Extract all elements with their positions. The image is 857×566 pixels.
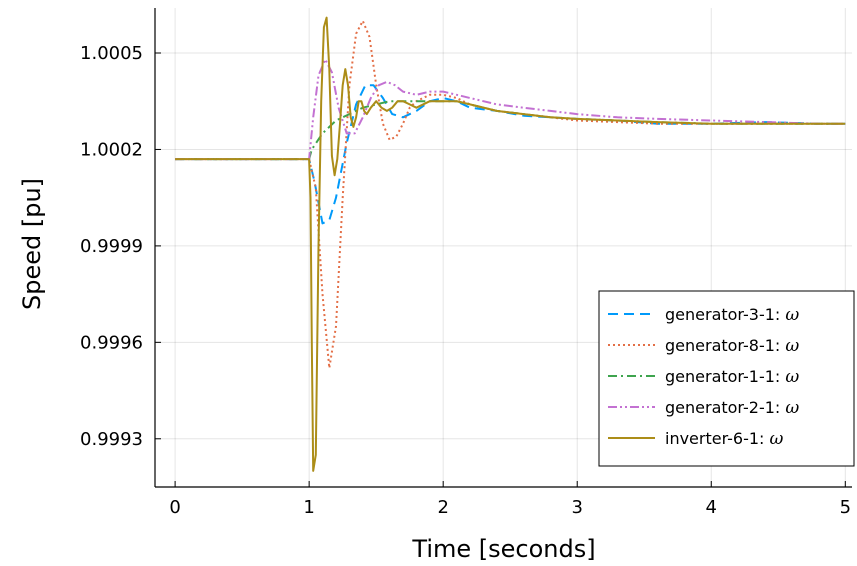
legend-omega-symbol: ω (770, 429, 784, 449)
legend-label-1: generator-3-1: ω (665, 305, 799, 325)
legend: generator-3-1: ω generator-8-1: ω generato… (598, 290, 855, 467)
legend-label-3: generator-1-1: ω (665, 367, 799, 387)
x-tick-label: 0 (169, 497, 180, 518)
legend-omega-symbol: ω (785, 398, 799, 418)
x-axis-title: Time [seconds] (411, 535, 595, 563)
x-tick-label: 5 (840, 497, 851, 518)
y-tick-label: 1.0002 (80, 139, 143, 160)
legend-label-4: generator-2-1: ω (665, 398, 799, 418)
legend-omega-symbol: ω (785, 305, 799, 325)
x-tick-label: 4 (706, 497, 717, 518)
y-axis-title: Speed [pu] (18, 178, 46, 310)
y-tick-label: 1.0005 (80, 43, 143, 64)
legend-box (598, 290, 855, 467)
legend-omega-symbol: ω (785, 367, 799, 387)
tick-labels: 0 1 2 3 4 5 0.9993 0.9996 0.9999 1.0002 1.0005 (80, 43, 851, 518)
x-tick-label: 2 (437, 497, 448, 518)
y-tick-label: 0.9999 (80, 236, 143, 257)
y-tick-label: 0.9993 (80, 429, 143, 450)
legend-label-5: inverter-6-1: ω (665, 429, 784, 449)
series-line-5 (175, 16, 846, 472)
x-tick-label: 1 (303, 497, 314, 518)
axes (154, 8, 852, 488)
legend-omega-symbol: ω (785, 336, 799, 356)
series-lines (175, 16, 846, 472)
legend-label-2: generator-8-1: ω (665, 336, 799, 356)
y-tick-label: 0.9996 (80, 332, 143, 353)
x-tick-label: 3 (571, 497, 582, 518)
series-line-4 (175, 58, 846, 161)
grid-lines (155, 8, 852, 487)
